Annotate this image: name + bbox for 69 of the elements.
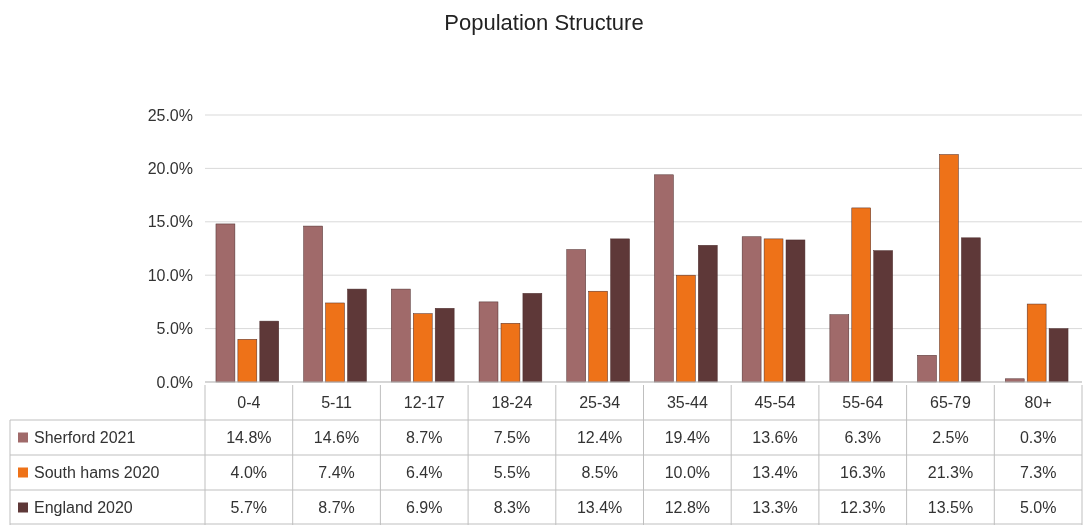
data-label: 5.0% [1019, 499, 1057, 517]
data-label: 16.3% [840, 464, 886, 482]
y-tick-label: 10.0% [147, 266, 193, 284]
x-tick-label: 65-79 [929, 394, 972, 412]
legend-label: Sherford 2021 [34, 429, 136, 447]
bar [961, 237, 981, 383]
bar [698, 245, 718, 383]
data-label: 6.4% [406, 464, 443, 482]
y-tick-label: 25.0% [147, 106, 193, 124]
bar [676, 274, 696, 383]
data-label: 12.8% [664, 499, 711, 517]
bar [566, 249, 586, 383]
y-tick-label: 20.0% [147, 160, 193, 177]
data-label: 6.3% [844, 429, 881, 447]
x-tick-label: 12-17 [403, 394, 445, 412]
data-label: 14.8% [226, 429, 272, 447]
bar [588, 290, 608, 383]
data-label: 10.0% [664, 464, 711, 482]
x-tick-label: 18-24 [491, 394, 533, 412]
y-tick-label: 0.0% [156, 373, 193, 391]
chart-title: Population Structure [444, 10, 644, 35]
data-label: 8.7% [318, 499, 355, 517]
data-label: 7.4% [318, 464, 355, 482]
data-label: 21.3% [927, 464, 974, 482]
bar [325, 302, 345, 383]
bar [917, 355, 937, 383]
bar [939, 154, 959, 383]
bar [610, 238, 630, 383]
bar [413, 313, 433, 383]
data-label: 4.0% [230, 464, 268, 482]
data-label: 5.7% [230, 499, 268, 517]
bar [654, 174, 674, 383]
data-label: 14.6% [313, 429, 360, 447]
bar [259, 320, 279, 383]
x-tick-label: 25-34 [579, 394, 621, 412]
x-tick-label: 35-44 [666, 394, 708, 412]
data-label: 2.5% [932, 429, 969, 447]
bar [391, 288, 411, 383]
bar [873, 250, 893, 383]
data-label: 5.5% [493, 464, 531, 482]
x-tick-label: 55-64 [842, 394, 884, 412]
y-tick-label: 15.0% [147, 213, 193, 231]
data-label: 8.5% [581, 464, 618, 482]
x-tick-label: 0-4 [237, 394, 261, 412]
data-label: 7.3% [1019, 464, 1057, 482]
data-label: 0.3% [1019, 429, 1057, 447]
data-label: 13.3% [752, 499, 798, 517]
legend-label: South hams 2020 [34, 464, 160, 482]
data-label: 13.6% [752, 429, 798, 447]
data-label: 13.4% [576, 499, 623, 517]
bar [829, 314, 850, 383]
data-label: 13.4% [752, 464, 798, 482]
bar [851, 207, 871, 383]
bar [434, 308, 455, 383]
data-label: 12.3% [840, 499, 886, 517]
y-tick-label: 5.0% [156, 320, 193, 338]
bar [303, 225, 323, 383]
data-label: 19.4% [664, 429, 711, 447]
data-label: 8.7% [406, 429, 443, 447]
legend-label: England 2020 [34, 499, 133, 517]
data-label: 6.9% [406, 499, 443, 517]
data-label: 7.5% [493, 429, 531, 447]
x-tick-label: 5-11 [321, 394, 353, 412]
data-label: 12.4% [576, 429, 623, 447]
bar [347, 288, 367, 383]
data-label: 8.3% [493, 499, 531, 517]
x-tick-label: 45-54 [754, 394, 796, 412]
x-tick-label: 80+ [1024, 394, 1052, 412]
data-label: 13.5% [927, 499, 974, 517]
